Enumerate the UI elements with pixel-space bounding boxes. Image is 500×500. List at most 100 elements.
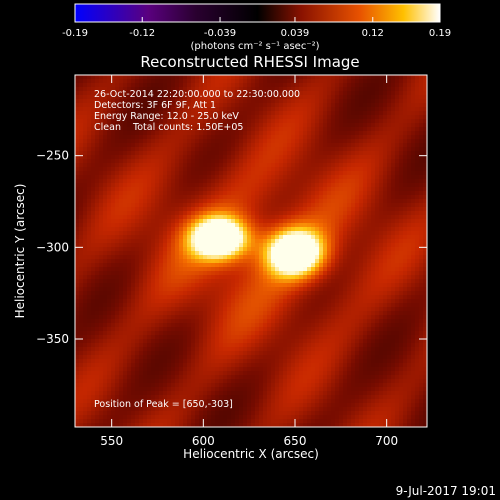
heatmap-cell — [115, 79, 120, 84]
heatmap-cell — [263, 387, 268, 392]
heatmap-cell — [119, 179, 124, 184]
heatmap-cell — [123, 323, 128, 328]
heatmap-cell — [203, 367, 208, 372]
heatmap-cell — [83, 155, 88, 160]
heatmap-cell — [267, 87, 272, 92]
heatmap-cell — [155, 151, 160, 156]
heatmap-cell — [243, 123, 248, 128]
heatmap-cell — [123, 391, 128, 396]
heatmap-cell — [95, 183, 100, 188]
heatmap-cell — [151, 391, 156, 396]
heatmap-cell — [135, 411, 140, 416]
heatmap-cell — [195, 363, 200, 368]
heatmap-cell — [239, 283, 244, 288]
heatmap-cell — [167, 119, 172, 124]
heatmap-cell — [291, 375, 296, 380]
heatmap-cell — [223, 419, 228, 424]
heatmap-cell — [143, 235, 148, 240]
heatmap-cell — [103, 283, 108, 288]
heatmap-cell — [107, 411, 112, 416]
heatmap-cell — [147, 363, 152, 368]
heatmap-cell — [247, 163, 252, 168]
heatmap-cell — [143, 367, 148, 372]
heatmap-cell — [171, 399, 176, 404]
heatmap-cell — [231, 219, 236, 224]
heatmap-cell — [271, 227, 276, 232]
heatmap-cell — [115, 375, 120, 380]
heatmap-cell — [91, 323, 96, 328]
heatmap-cell — [251, 139, 256, 144]
heatmap-cell — [247, 211, 252, 216]
heatmap-cell — [291, 355, 296, 360]
heatmap-cell — [235, 271, 240, 276]
heatmap-cell — [179, 135, 184, 140]
heatmap-cell — [243, 351, 248, 356]
heatmap-cell — [159, 319, 164, 324]
heatmap-cell — [95, 315, 100, 320]
heatmap-cell — [91, 419, 96, 424]
heatmap-cell — [207, 419, 212, 424]
heatmap-cell — [211, 175, 216, 180]
heatmap-cell — [91, 303, 96, 308]
heatmap-cell — [235, 387, 240, 392]
heatmap-cell — [171, 131, 176, 136]
heatmap-cell — [135, 179, 140, 184]
heatmap-cell — [99, 127, 104, 132]
heatmap-cell — [115, 127, 120, 132]
heatmap-cell — [171, 315, 176, 320]
heatmap-cell — [99, 215, 104, 220]
heatmap-cell — [295, 311, 300, 316]
heatmap-cell — [191, 191, 196, 196]
heatmap-cell — [155, 119, 160, 124]
heatmap-cell — [159, 179, 164, 184]
heatmap-cell — [231, 155, 236, 160]
heatmap-cell — [199, 95, 204, 100]
heatmap-cell — [131, 171, 136, 176]
heatmap-cell — [151, 175, 156, 180]
heatmap-cell — [215, 267, 220, 272]
heatmap-cell — [231, 119, 236, 124]
heatmap-cell — [247, 355, 252, 360]
heatmap-cell — [111, 299, 116, 304]
heatmap-cell — [283, 207, 288, 212]
heatmap-cell — [291, 219, 296, 224]
heatmap-cell — [127, 203, 132, 208]
heatmap-cell — [131, 243, 136, 248]
heatmap-cell — [167, 123, 172, 128]
heatmap-cell — [107, 131, 112, 136]
heatmap-cell — [231, 179, 236, 184]
heatmap-cell — [103, 111, 108, 116]
heatmap-cell — [239, 75, 244, 80]
heatmap-cell — [123, 159, 128, 164]
heatmap-cell — [279, 183, 284, 188]
heatmap-cell — [119, 79, 124, 84]
heatmap-cell — [291, 175, 296, 180]
heatmap-cell — [127, 379, 132, 384]
heatmap-cell — [271, 179, 276, 184]
heatmap-cell — [199, 183, 204, 188]
heatmap-cell — [255, 199, 260, 204]
heatmap-cell — [219, 131, 224, 136]
heatmap-cell — [211, 339, 216, 344]
heatmap-cell — [155, 167, 160, 172]
heatmap-cell — [251, 395, 256, 400]
heatmap-cell — [287, 95, 292, 100]
heatmap-cell — [283, 407, 288, 412]
heatmap-cell — [215, 247, 220, 252]
heatmap-cell — [115, 271, 120, 276]
heatmap-cell — [91, 331, 96, 336]
heatmap-cell — [79, 279, 84, 284]
heatmap-cell — [143, 351, 148, 356]
heatmap-cell — [91, 235, 96, 240]
heatmap-cell — [275, 335, 280, 340]
heatmap-cell — [255, 335, 260, 340]
heatmap-cell — [295, 331, 300, 336]
heatmap-cell — [263, 79, 268, 84]
heatmap-cell — [175, 387, 180, 392]
heatmap-cell — [107, 111, 112, 116]
heatmap-cell — [163, 103, 168, 108]
heatmap-cell — [163, 347, 168, 352]
heatmap-cell — [231, 123, 236, 128]
heatmap-cell — [115, 263, 120, 268]
